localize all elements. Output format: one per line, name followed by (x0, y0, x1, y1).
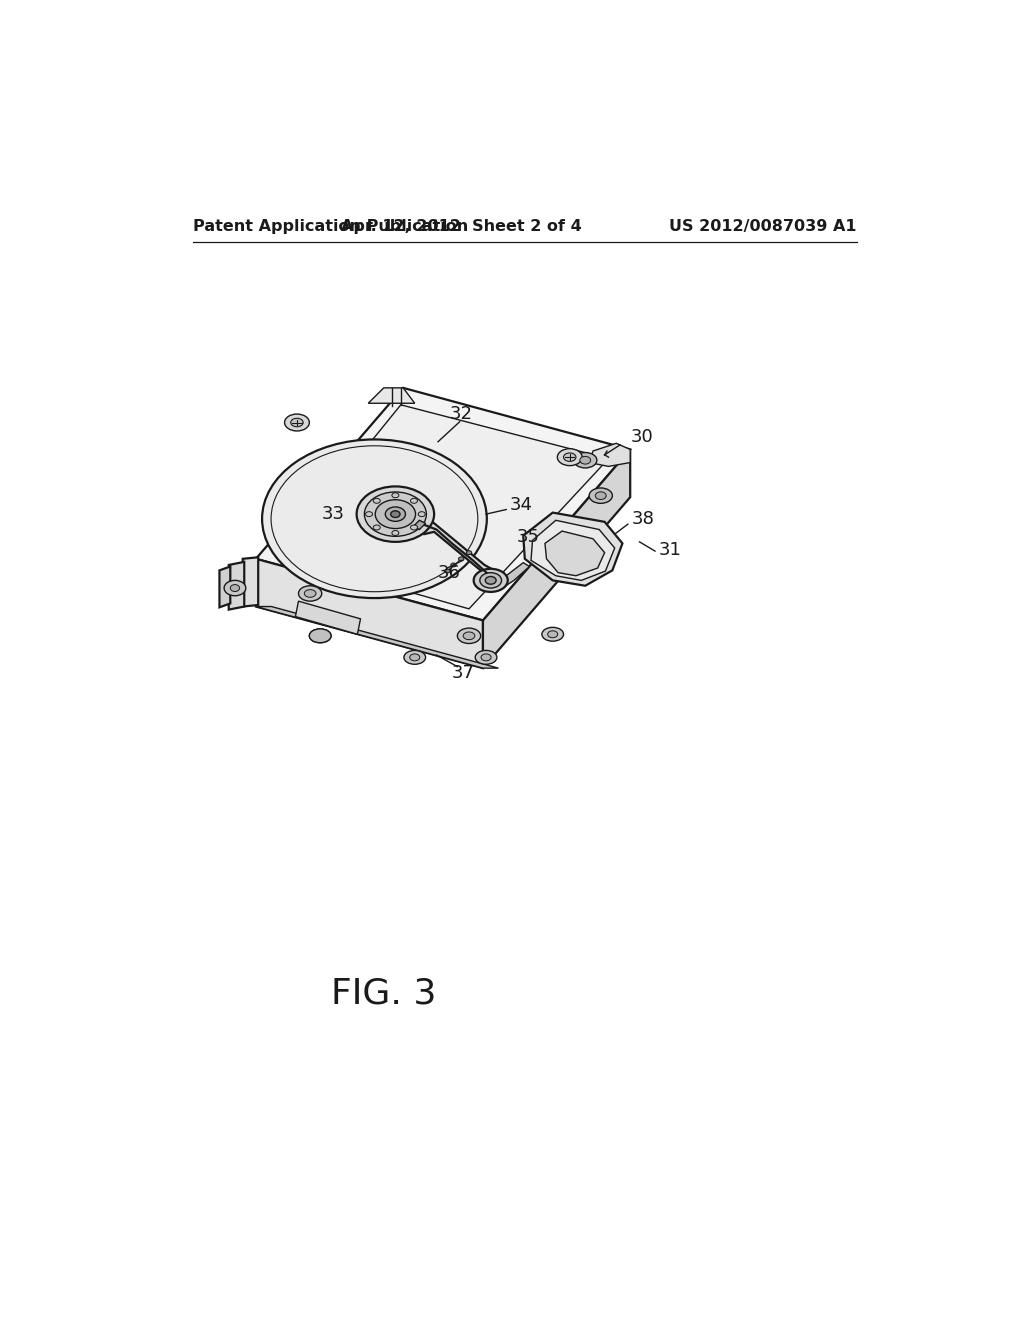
Text: 33: 33 (322, 506, 345, 523)
Ellipse shape (309, 628, 331, 643)
Ellipse shape (299, 586, 322, 601)
Ellipse shape (580, 457, 591, 465)
Polygon shape (496, 562, 529, 590)
Polygon shape (228, 562, 245, 610)
Ellipse shape (410, 653, 420, 661)
Ellipse shape (230, 585, 240, 591)
Text: 32: 32 (450, 405, 473, 422)
Text: Apr. 12, 2012  Sheet 2 of 4: Apr. 12, 2012 Sheet 2 of 4 (341, 219, 582, 234)
Polygon shape (589, 444, 630, 466)
Ellipse shape (474, 569, 508, 591)
Ellipse shape (366, 512, 373, 516)
Ellipse shape (309, 628, 331, 643)
Polygon shape (483, 449, 630, 668)
Ellipse shape (374, 525, 380, 529)
Ellipse shape (392, 531, 399, 536)
Ellipse shape (224, 581, 246, 595)
Text: 35: 35 (517, 528, 540, 546)
Text: 34: 34 (509, 496, 532, 513)
Ellipse shape (589, 488, 612, 503)
Polygon shape (545, 531, 604, 576)
Polygon shape (243, 557, 258, 607)
Ellipse shape (365, 492, 426, 536)
Ellipse shape (304, 590, 316, 597)
Ellipse shape (262, 440, 486, 598)
Ellipse shape (391, 511, 400, 517)
Polygon shape (256, 558, 483, 668)
Ellipse shape (374, 499, 380, 503)
Ellipse shape (573, 453, 597, 469)
Ellipse shape (411, 499, 418, 503)
Ellipse shape (315, 632, 326, 639)
Ellipse shape (392, 492, 399, 498)
Text: Patent Application Publication: Patent Application Publication (194, 219, 468, 234)
Ellipse shape (463, 632, 475, 640)
Ellipse shape (451, 564, 457, 566)
Text: FIG. 3: FIG. 3 (331, 977, 436, 1011)
Polygon shape (523, 512, 623, 586)
Ellipse shape (291, 418, 303, 426)
Polygon shape (280, 405, 608, 609)
Ellipse shape (418, 512, 425, 516)
Ellipse shape (480, 573, 502, 589)
Ellipse shape (542, 627, 563, 642)
Polygon shape (295, 601, 360, 635)
Text: 31: 31 (658, 541, 682, 558)
Text: 38: 38 (632, 510, 654, 528)
Polygon shape (414, 520, 426, 529)
Ellipse shape (385, 507, 406, 521)
Ellipse shape (458, 628, 480, 644)
Polygon shape (415, 519, 499, 582)
Ellipse shape (459, 557, 464, 561)
Ellipse shape (475, 651, 497, 664)
Ellipse shape (375, 500, 416, 528)
Text: 30: 30 (630, 428, 653, 446)
Polygon shape (256, 388, 630, 620)
Text: 36: 36 (438, 564, 461, 582)
Polygon shape (369, 388, 415, 404)
Ellipse shape (356, 487, 434, 543)
Ellipse shape (403, 651, 426, 664)
Polygon shape (219, 566, 230, 607)
Ellipse shape (481, 653, 492, 661)
Ellipse shape (595, 492, 606, 499)
Ellipse shape (285, 414, 309, 430)
Polygon shape (531, 520, 614, 581)
Ellipse shape (548, 631, 558, 638)
Ellipse shape (444, 569, 450, 573)
Ellipse shape (466, 550, 472, 554)
Polygon shape (256, 607, 499, 668)
Ellipse shape (557, 449, 583, 466)
Text: 37: 37 (452, 664, 474, 681)
Ellipse shape (563, 453, 575, 462)
Text: US 2012/0087039 A1: US 2012/0087039 A1 (669, 219, 856, 234)
Ellipse shape (485, 577, 496, 585)
Ellipse shape (411, 525, 418, 529)
